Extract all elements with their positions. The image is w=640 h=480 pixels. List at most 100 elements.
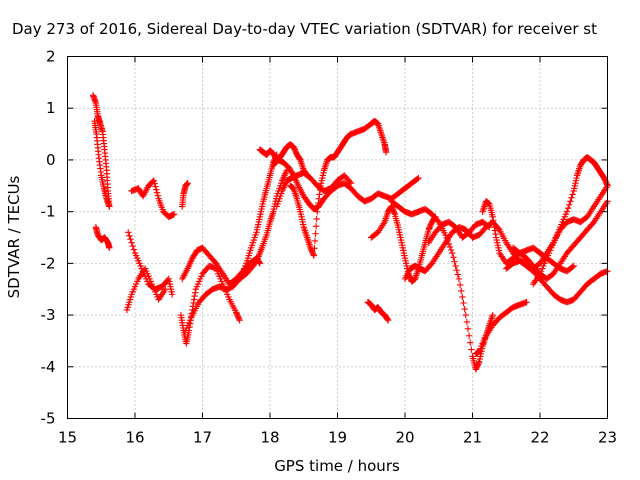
data-point [236, 317, 243, 324]
data-point [150, 177, 158, 184]
data-point [154, 192, 162, 199]
y-tick-label: -1 [41, 203, 56, 221]
data-point [312, 223, 320, 230]
data-point [460, 299, 467, 307]
series-arc-8 [177, 262, 243, 347]
data-point [465, 332, 473, 339]
series-arc-13 [270, 156, 422, 213]
data-point [311, 237, 319, 245]
data-point [313, 215, 320, 223]
data-point [455, 275, 463, 283]
y-tick-label: 2 [46, 48, 56, 66]
series-arc-17 [368, 203, 439, 285]
data-point [415, 174, 422, 182]
y-tick-labels: -5 -4 -3 -2 -1 0 1 2 [41, 48, 56, 428]
data-point [125, 229, 132, 236]
data-point [523, 298, 530, 306]
data-point [459, 293, 466, 301]
series-arc-7 [179, 180, 191, 210]
data-point [253, 256, 261, 263]
y-tick-label: -2 [41, 254, 56, 272]
data-point [453, 267, 460, 274]
data-point [311, 245, 318, 252]
data-point [153, 186, 160, 193]
data-point [468, 346, 475, 353]
data-point [310, 251, 317, 258]
data-point [489, 311, 496, 319]
data-point [126, 232, 133, 239]
data-point [447, 246, 455, 254]
data-point [314, 204, 322, 211]
data-point [128, 239, 135, 246]
data-point [346, 178, 354, 186]
data-point [235, 315, 243, 323]
data-point [151, 180, 158, 187]
data-point [603, 181, 611, 188]
series-arc-22 [479, 198, 577, 275]
x-tick-label: 19 [328, 429, 347, 447]
y-tick-label: 1 [46, 99, 56, 117]
axis-ticks [67, 56, 608, 419]
series-arc-2 [91, 117, 113, 210]
x-tick-label: 17 [193, 429, 212, 447]
series-arc-21 [472, 298, 530, 358]
data-point [170, 211, 178, 218]
x-tick-label: 20 [395, 429, 414, 447]
data-point [316, 191, 323, 198]
data-point [190, 299, 197, 307]
series-arc-5 [128, 177, 178, 221]
data-point [464, 325, 472, 333]
grid [67, 56, 608, 419]
data-point [315, 195, 323, 202]
series-arc-6 [123, 265, 169, 314]
data-point [490, 220, 498, 227]
data-point [491, 223, 498, 231]
data-point [391, 209, 398, 217]
y-tick-label: -3 [41, 306, 56, 324]
data-point [449, 249, 456, 257]
data-point [492, 230, 499, 238]
data-point [452, 262, 459, 270]
series-arc-25 [509, 198, 611, 283]
data-point [434, 217, 441, 224]
data-point [491, 227, 499, 234]
x-tick-label: 18 [260, 429, 279, 447]
y-tick-label: 0 [46, 151, 56, 169]
x-tick-label: 15 [58, 429, 77, 447]
data-point [191, 289, 199, 296]
data-point [458, 287, 465, 295]
data-point [442, 231, 449, 239]
data-point [463, 318, 471, 326]
data-point [467, 339, 474, 346]
data-point [384, 317, 392, 324]
y-tick-label: -5 [41, 410, 56, 428]
data-point [184, 180, 191, 187]
chart-title: Day 273 of 2016, Sidereal Day-to-day VTE… [12, 20, 597, 38]
data-point [310, 252, 318, 259]
x-tick-label: 16 [125, 429, 144, 447]
x-tick-label: 21 [463, 429, 482, 447]
data-point [569, 263, 576, 271]
data-point [191, 292, 198, 300]
data-point [489, 213, 496, 221]
data-point [450, 254, 457, 261]
data-point [495, 225, 502, 232]
data-points [89, 92, 611, 373]
x-axis-label: GPS time / hours [274, 457, 400, 475]
data-point [564, 204, 572, 212]
y-tick-label: -4 [41, 358, 56, 376]
data-point [485, 223, 492, 230]
data-point [568, 194, 575, 202]
data-point [461, 305, 468, 313]
data-point [382, 148, 390, 156]
data-point [454, 271, 462, 278]
series-arc-15 [273, 169, 355, 210]
data-point [446, 243, 454, 251]
data-point [567, 198, 574, 205]
data-point [129, 242, 136, 250]
data-point [475, 359, 482, 367]
series-arc-14 [287, 117, 390, 259]
data-point [384, 316, 391, 323]
data-point [314, 208, 321, 215]
